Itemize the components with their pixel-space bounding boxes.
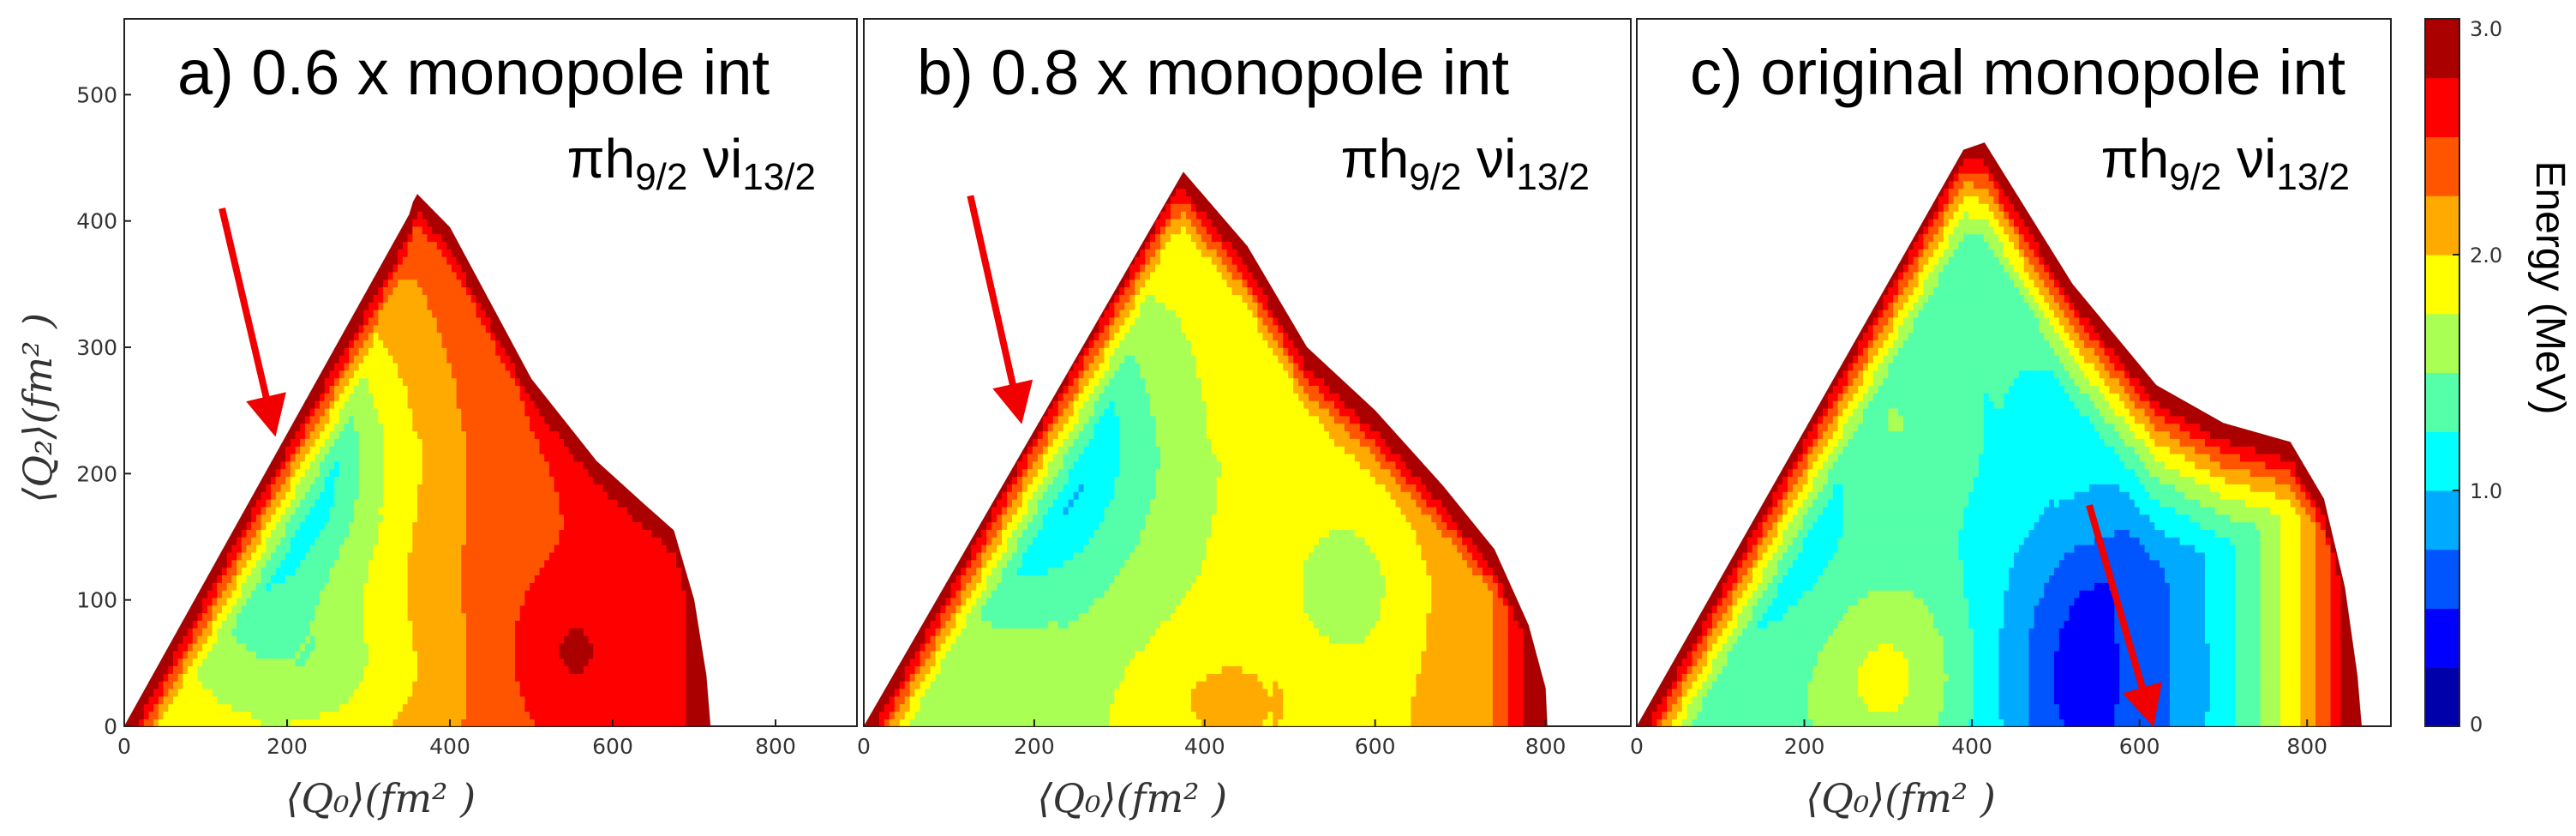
x-tick-label: 600 (2119, 734, 2160, 759)
colorbar-tick-label: 0 (2470, 713, 2483, 737)
colorbar-band (2425, 667, 2459, 727)
orbital-label: πh9/2 νi13/2 (566, 128, 816, 198)
colorbar-band (2425, 313, 2459, 373)
colorbar-band (2425, 490, 2459, 550)
colorbar-tick-label: 1.0 (2470, 479, 2502, 503)
colorbar-band (2425, 372, 2459, 432)
x-tick-label: 600 (592, 734, 633, 759)
panel-b: 0 200 400 600 800 ⟨Q₀⟩(fm² ) b) 0.8 x monopole… (857, 18, 1632, 821)
x-tick-label: 600 (1355, 734, 1396, 759)
orbital-label: πh9/2 νi13/2 (1340, 128, 1590, 198)
colorbar-band (2425, 77, 2459, 137)
x-tick-label: 400 (1184, 734, 1225, 759)
colorbar-band (2425, 136, 2459, 196)
x-axis-label: ⟨Q₀⟩(fm² ) (1037, 775, 1227, 821)
colorbar-band (2425, 255, 2459, 315)
x-tick-label: 800 (755, 734, 796, 759)
colorbar-band (2425, 608, 2459, 668)
minimum-arrow (219, 207, 286, 437)
x-tick-label: 200 (1784, 734, 1825, 759)
colorbar-tick-label: 3.0 (2470, 17, 2502, 41)
y-axis-label: ⟨Q₂⟩(fm² ) (15, 313, 61, 503)
x-tick-label: 400 (1951, 734, 1992, 759)
colorbar: 0 1.0 2.0 3.0 Energy (MeV) (2424, 17, 2573, 737)
colorbar-band (2425, 549, 2459, 609)
colorbar-band (2425, 195, 2459, 256)
colorbar-band (2425, 431, 2459, 491)
x-tick-label: 400 (429, 734, 470, 759)
panel-title: c) original monopole int (1690, 37, 2346, 108)
x-tick-label: 200 (267, 734, 308, 759)
colorbar-tick-label: 2.0 (2470, 244, 2502, 268)
y-tick-label: 300 (76, 335, 117, 360)
y-tick-label: 100 (76, 588, 117, 613)
panel-title: a) 0.6 x monopole int (177, 37, 770, 108)
panel-title: b) 0.8 x monopole int (917, 37, 1510, 108)
x-axis-label: ⟨Q₀⟩(fm² ) (1806, 775, 1996, 821)
x-tick-label: 800 (1525, 734, 1567, 759)
y-tick-label: 400 (76, 209, 117, 234)
y-tick-label: 500 (76, 82, 117, 107)
x-tick-label: 0 (117, 734, 131, 759)
colorbar-label: Energy (MeV) (2527, 160, 2573, 414)
y-tick-label: 0 (104, 714, 117, 739)
x-tick-label: 800 (2286, 734, 2327, 759)
y-tick-label: 200 (76, 461, 117, 486)
panel-c: 0 200 400 600 800 ⟨Q₀⟩(fm² ) c) original monop… (1630, 18, 2392, 821)
x-tick-label: 0 (1630, 734, 1644, 759)
colorbar-frame (2424, 18, 2460, 727)
minimum-arrow (2086, 504, 2162, 727)
x-tick-label: 0 (857, 734, 871, 759)
orbital-label: πh9/2 νi13/2 (2100, 128, 2350, 198)
panel-a: 0 200 400 600 800 0 100 200 300 400 500 ⟨Q₀⟩(fm² ) ⟨… (15, 18, 858, 821)
colorbar-band (2425, 19, 2459, 79)
x-axis-label: ⟨Q₀⟩(fm² ) (285, 775, 476, 821)
x-tick-label: 200 (1014, 734, 1055, 759)
minimum-arrow (967, 195, 1033, 424)
